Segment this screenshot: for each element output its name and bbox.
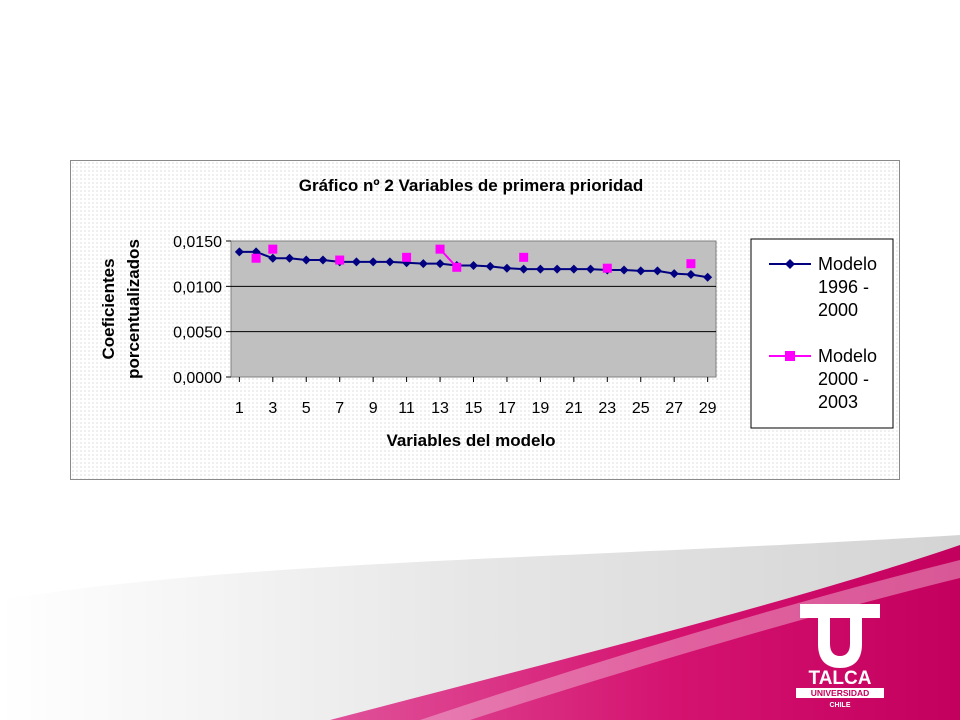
data-point-diamond <box>285 253 295 263</box>
universidad-de-talca-logo: TALCA UNIVERSIDAD CHILE <box>796 604 884 709</box>
legend-label-1-line-3: 2000 <box>818 300 858 320</box>
data-point-diamond <box>586 264 596 274</box>
chart-title: Gráfico nº 2 Variables de primera priori… <box>299 176 643 195</box>
legend-marker-square <box>785 351 795 361</box>
logo-wordmark-universidad: UNIVERSIDAD <box>811 688 870 698</box>
logo-u-mark <box>800 604 880 668</box>
data-point-diamond <box>686 270 696 280</box>
data-point-diamond <box>318 255 328 265</box>
logo-band <box>796 688 884 698</box>
data-point-diamond <box>619 265 629 275</box>
data-point-diamond <box>652 266 662 276</box>
data-point-diamond <box>535 264 545 274</box>
data-point-diamond <box>569 264 579 274</box>
magenta-swoosh <box>330 545 960 720</box>
x-tick-label: 1 <box>235 400 244 417</box>
x-tick-label: 3 <box>268 400 277 417</box>
chart: Gráfico nº 2 Variables de primera priori… <box>99 176 894 450</box>
x-tick-label: 19 <box>531 400 549 417</box>
x-tick-label: 17 <box>498 400 516 417</box>
y-tick-label: 0,0000 <box>173 370 222 387</box>
data-point-square <box>268 244 278 254</box>
legend-marker-diamond <box>785 259 795 269</box>
data-point-diamond <box>435 259 445 269</box>
legend-label-2-line-2: 2000 - <box>818 369 869 389</box>
legend-box <box>750 238 894 429</box>
legend-label-2-line-3: 2003 <box>818 392 858 412</box>
data-point-square <box>335 255 345 265</box>
x-tick-label: 11 <box>398 400 415 417</box>
data-point-diamond <box>234 247 244 257</box>
data-point-square <box>602 263 612 273</box>
y-axis-title-line-1: Coeficientes <box>99 258 118 359</box>
logo-wordmark-talca: TALCA <box>809 668 872 689</box>
data-point-square <box>519 252 529 262</box>
data-point-diamond <box>552 264 562 274</box>
data-point-diamond <box>301 255 311 265</box>
y-tick-label: 0,0150 <box>173 234 222 251</box>
data-point-diamond <box>636 266 646 276</box>
y-axis-title: Coeficientes porcentualizados <box>99 239 143 379</box>
logo-wordmark-chile: CHILE <box>830 702 851 709</box>
data-point-diamond <box>469 260 478 270</box>
data-point-square <box>435 244 445 254</box>
x-tick-label: 21 <box>565 400 583 417</box>
data-point-diamond <box>485 261 495 271</box>
data-point-square <box>402 252 412 262</box>
x-tick-label: 13 <box>431 400 449 417</box>
legend: Modelo 1996 - 2000 Modelo 2000 - 2003 <box>750 238 894 429</box>
data-point-diamond <box>669 269 679 279</box>
series-modelo-2000-2003 <box>251 244 696 273</box>
x-tick-label: 25 <box>632 400 650 417</box>
data-point-diamond <box>418 259 428 269</box>
y-tick-label: 0,0050 <box>173 325 222 342</box>
chart-frame: Gráfico nº 2 Variables de primera priori… <box>70 160 900 480</box>
legend-label-1-line-1: Modelo <box>818 254 877 274</box>
y-axis-ticks: 0,0000 0,0050 0,0100 0,0150 <box>173 234 231 387</box>
x-tick-label: 29 <box>699 400 717 417</box>
x-tick-label: 15 <box>465 400 483 417</box>
x-tick-label: 5 <box>302 400 311 417</box>
data-point-diamond <box>519 264 529 274</box>
data-point-square <box>251 253 261 263</box>
y-tick-label: 0,0100 <box>173 279 222 296</box>
data-point-diamond <box>268 253 278 263</box>
x-tick-label: 7 <box>335 400 344 417</box>
x-tick-label: 23 <box>598 400 616 417</box>
y-axis-title-line-2: porcentualizados <box>124 239 143 379</box>
x-axis-ticks: 1 3 5 7 9 11 13 15 17 19 21 23 25 27 29 <box>235 377 717 417</box>
data-point-diamond <box>368 257 378 267</box>
data-point-square <box>452 262 462 272</box>
x-axis-title: Variables del modelo <box>386 431 555 450</box>
x-tick-label: 9 <box>369 400 378 417</box>
x-tick-label: 27 <box>665 400 683 417</box>
data-point-diamond <box>251 247 261 257</box>
legend-label-1-line-2: 1996 - <box>818 277 869 297</box>
data-point-diamond <box>351 257 361 267</box>
data-point-diamond <box>502 263 512 273</box>
legend-label-2-line-1: Modelo <box>818 346 877 366</box>
data-point-diamond <box>703 272 713 282</box>
data-point-square <box>686 259 696 269</box>
light-swoosh <box>420 560 960 720</box>
gridlines <box>231 285 716 333</box>
data-point-diamond <box>385 257 395 267</box>
